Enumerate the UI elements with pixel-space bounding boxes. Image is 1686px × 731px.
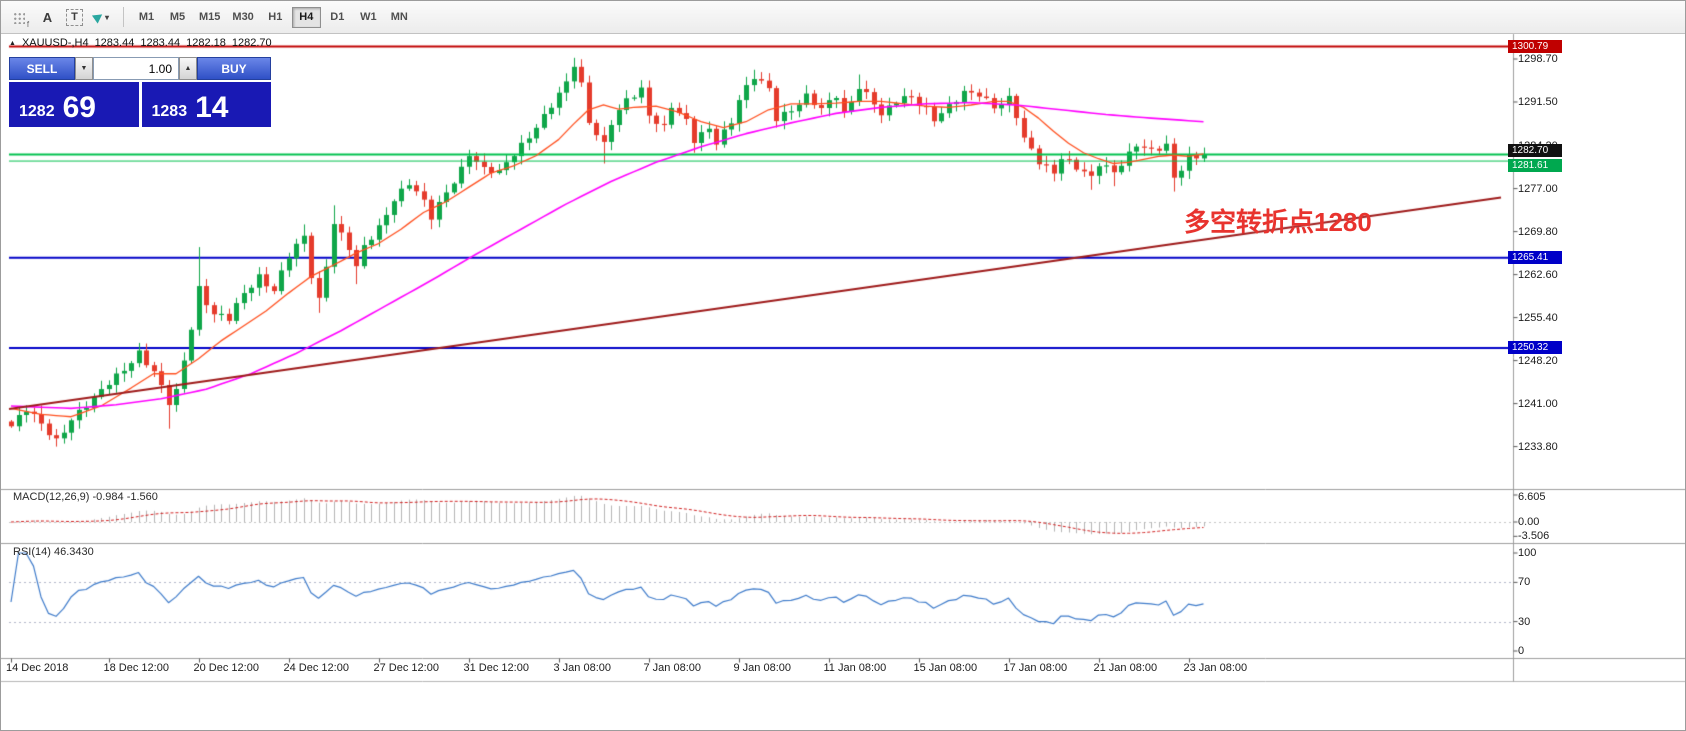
bid-pips: 69: [62, 91, 96, 124]
volume-dropdown-button[interactable]: ▼: [75, 57, 93, 80]
blue-line-tag-2: 1250.32: [1508, 341, 1562, 355]
volume-input[interactable]: [93, 57, 179, 80]
grip-f-label: f: [26, 20, 30, 29]
time-axis-label: 17 Jan 08:00: [1003, 662, 1068, 674]
price-tick-label: 1248.20: [1518, 354, 1558, 367]
timeframe-h4[interactable]: H4: [291, 6, 321, 28]
chart-annotation: 多空转折点1280: [1184, 207, 1372, 237]
symbol-timeframe: XAUUSD-,H4: [21, 37, 89, 49]
green-line-tag: 1281.61: [1508, 158, 1562, 172]
chevron-down-icon: ▼: [80, 65, 88, 72]
ohlc-header: ▲ XAUUSD-,H4 1283.44 1283.44 1282.18 128…: [9, 37, 272, 49]
rsi-tick-label: 100: [1518, 547, 1537, 559]
bid-whole: 1282: [19, 103, 55, 120]
close-value: 1282.70: [231, 37, 272, 49]
time-axis-label: 24 Dec 12:00: [283, 662, 349, 674]
time-axis-label: 21 Jan 08:00: [1093, 662, 1158, 674]
timeframe-bar: M1 M5 M15 M30 H1 H4 D1 W1 MN: [132, 6, 414, 28]
bid-price-display[interactable]: 1282 69: [9, 82, 139, 127]
cursor-icon: [91, 10, 106, 24]
macd-tick-label: -3.506: [1518, 530, 1550, 543]
ask-whole: 1283: [151, 103, 188, 120]
text-tool-icon: A: [42, 9, 53, 25]
blue-line-tag-1: 1265.41: [1508, 251, 1562, 265]
rsi-tick-label: 0: [1518, 645, 1525, 657]
timeframe-m5[interactable]: M5: [169, 11, 186, 23]
time-axis-label: 7 Jan 08:00: [643, 662, 702, 674]
timeframe-m30[interactable]: M30: [232, 11, 254, 23]
toolbar-grip-button[interactable]: f: [7, 5, 34, 29]
time-axis-label: 20 Dec 12:00: [193, 662, 259, 674]
timeframe-w1[interactable]: W1: [360, 11, 377, 23]
toolbar-separator: [123, 7, 124, 27]
time-axis-label: 27 Dec 12:00: [373, 662, 439, 674]
resistance-line-tag: 1300.79: [1508, 40, 1562, 54]
open-value: 1283.44: [94, 37, 135, 49]
current-price-tag: 1282.70: [1508, 144, 1562, 158]
price-tick-label: 1255.40: [1518, 311, 1558, 324]
chart-marker-icon: ▲: [9, 39, 16, 47]
timeframe-d1[interactable]: D1: [330, 11, 345, 23]
rsi-tick-label: 70: [1518, 576, 1531, 589]
time-axis-label: 31 Dec 12:00: [463, 662, 529, 674]
timeframe-m1[interactable]: M1: [138, 11, 155, 23]
price-tick-label: 1291.50: [1518, 95, 1558, 108]
price-tick-label: 1277.00: [1518, 182, 1558, 195]
volume-increase-button[interactable]: ▲: [179, 57, 197, 80]
ask-price-display[interactable]: 1283 14: [141, 82, 271, 127]
macd-label: MACD(12,26,9) -0.984 -1.560: [13, 491, 158, 503]
ask-pips: 14: [195, 91, 229, 124]
price-tick-label: 1269.80: [1518, 225, 1558, 238]
label-tool-button[interactable]: T: [61, 5, 88, 29]
price-tick-label: 1233.80: [1518, 440, 1558, 453]
objects-tool-button[interactable]: ▾: [88, 5, 115, 29]
price-tick-label: 1298.70: [1518, 53, 1558, 65]
time-axis-label: 9 Jan 08:00: [733, 662, 792, 674]
trade-controls-row: SELL ▼ ▲ BUY: [9, 57, 271, 80]
time-axis-label: 3 Jan 08:00: [553, 662, 612, 674]
label-tool-icon: T: [66, 8, 83, 26]
time-axis-label: 11 Jan 08:00: [823, 662, 887, 674]
rsi-tick-label: 30: [1518, 615, 1531, 628]
price-tick-label: 1262.60: [1518, 268, 1558, 281]
time-axis-label: 14 Dec 2018: [6, 662, 69, 674]
chevron-up-icon: ▲: [184, 65, 192, 72]
grid-dots-icon: [11, 10, 25, 24]
timeframe-mn[interactable]: MN: [390, 11, 408, 23]
toolbar: f A T ▾ M1 M5 M15 M30 H1 H4 D1 W1 MN: [1, 1, 1685, 34]
buy-button[interactable]: BUY: [197, 57, 271, 80]
sell-button[interactable]: SELL: [9, 57, 75, 80]
macd-tick-label: 0.00: [1518, 516, 1540, 528]
price-tick-label: 1241.00: [1518, 397, 1558, 410]
high-value: 1283.44: [140, 37, 181, 49]
timeframe-h1[interactable]: H1: [268, 11, 283, 23]
quote-row: 1282 69 1283 14: [9, 82, 271, 127]
chevron-down-icon: ▾: [104, 12, 109, 22]
low-value: 1282.18: [186, 37, 226, 49]
time-axis-label: 15 Jan 08:00: [913, 662, 978, 674]
macd-tick-label: 6.605: [1518, 491, 1546, 503]
time-axis-label: 23 Jan 08:00: [1183, 662, 1248, 674]
rsi-label: RSI(14) 46.3430: [13, 546, 94, 558]
text-tool-button[interactable]: A: [34, 5, 61, 29]
time-axis-label: 18 Dec 12:00: [103, 662, 169, 674]
timeframe-m15[interactable]: M15: [199, 11, 221, 23]
one-click-trading-panel: SELL ▼ ▲ BUY 1282 69 1283 14: [9, 57, 271, 127]
